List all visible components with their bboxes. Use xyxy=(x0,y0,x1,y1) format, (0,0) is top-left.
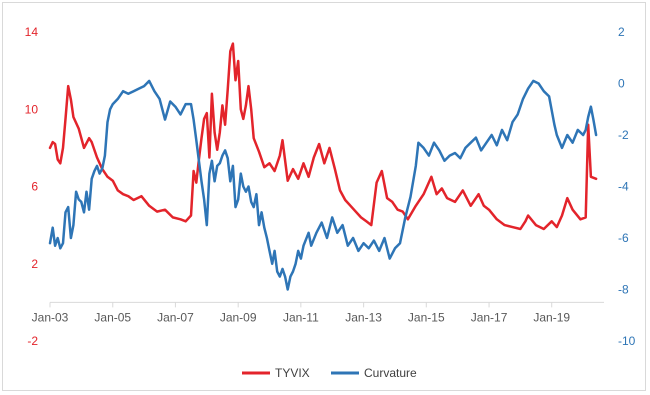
y-right-tick-label: 2 xyxy=(618,25,625,39)
x-tick-label: Jan-17 xyxy=(471,310,508,324)
y-right-tick-label: -6 xyxy=(618,231,629,245)
y-left-tick-label: 2 xyxy=(31,257,38,271)
x-tick-label: Jan-07 xyxy=(157,310,194,324)
legend-label-tyvix: TYVIX xyxy=(275,366,310,380)
y-right-tick-label: -10 xyxy=(618,334,636,348)
x-tick-label: Jan-13 xyxy=(345,310,382,324)
x-tick-label: Jan-05 xyxy=(94,310,131,324)
y-right-tick-label: 0 xyxy=(618,77,625,91)
x-tick-label: Jan-09 xyxy=(220,310,257,324)
legend-label-curvature: Curvature xyxy=(364,366,417,380)
y-left-tick-label: 6 xyxy=(31,180,38,194)
x-tick-label: Jan-15 xyxy=(408,310,445,324)
y-left-tick-label: 14 xyxy=(25,25,39,39)
y-left-tick-label: -2 xyxy=(27,334,38,348)
series-line-curvature xyxy=(48,79,598,291)
x-tick-label: Jan-03 xyxy=(32,310,69,324)
y-right-tick-label: -2 xyxy=(618,128,629,142)
y-left-tick-label: 10 xyxy=(25,102,39,116)
chart-frame xyxy=(2,2,646,391)
series-line-tyvix xyxy=(48,42,598,231)
y-right-tick-label: -8 xyxy=(618,283,629,297)
x-tick-label: Jan-19 xyxy=(533,310,570,324)
y-right-tick-label: -4 xyxy=(618,180,629,194)
x-tick-label: Jan-11 xyxy=(283,310,319,324)
